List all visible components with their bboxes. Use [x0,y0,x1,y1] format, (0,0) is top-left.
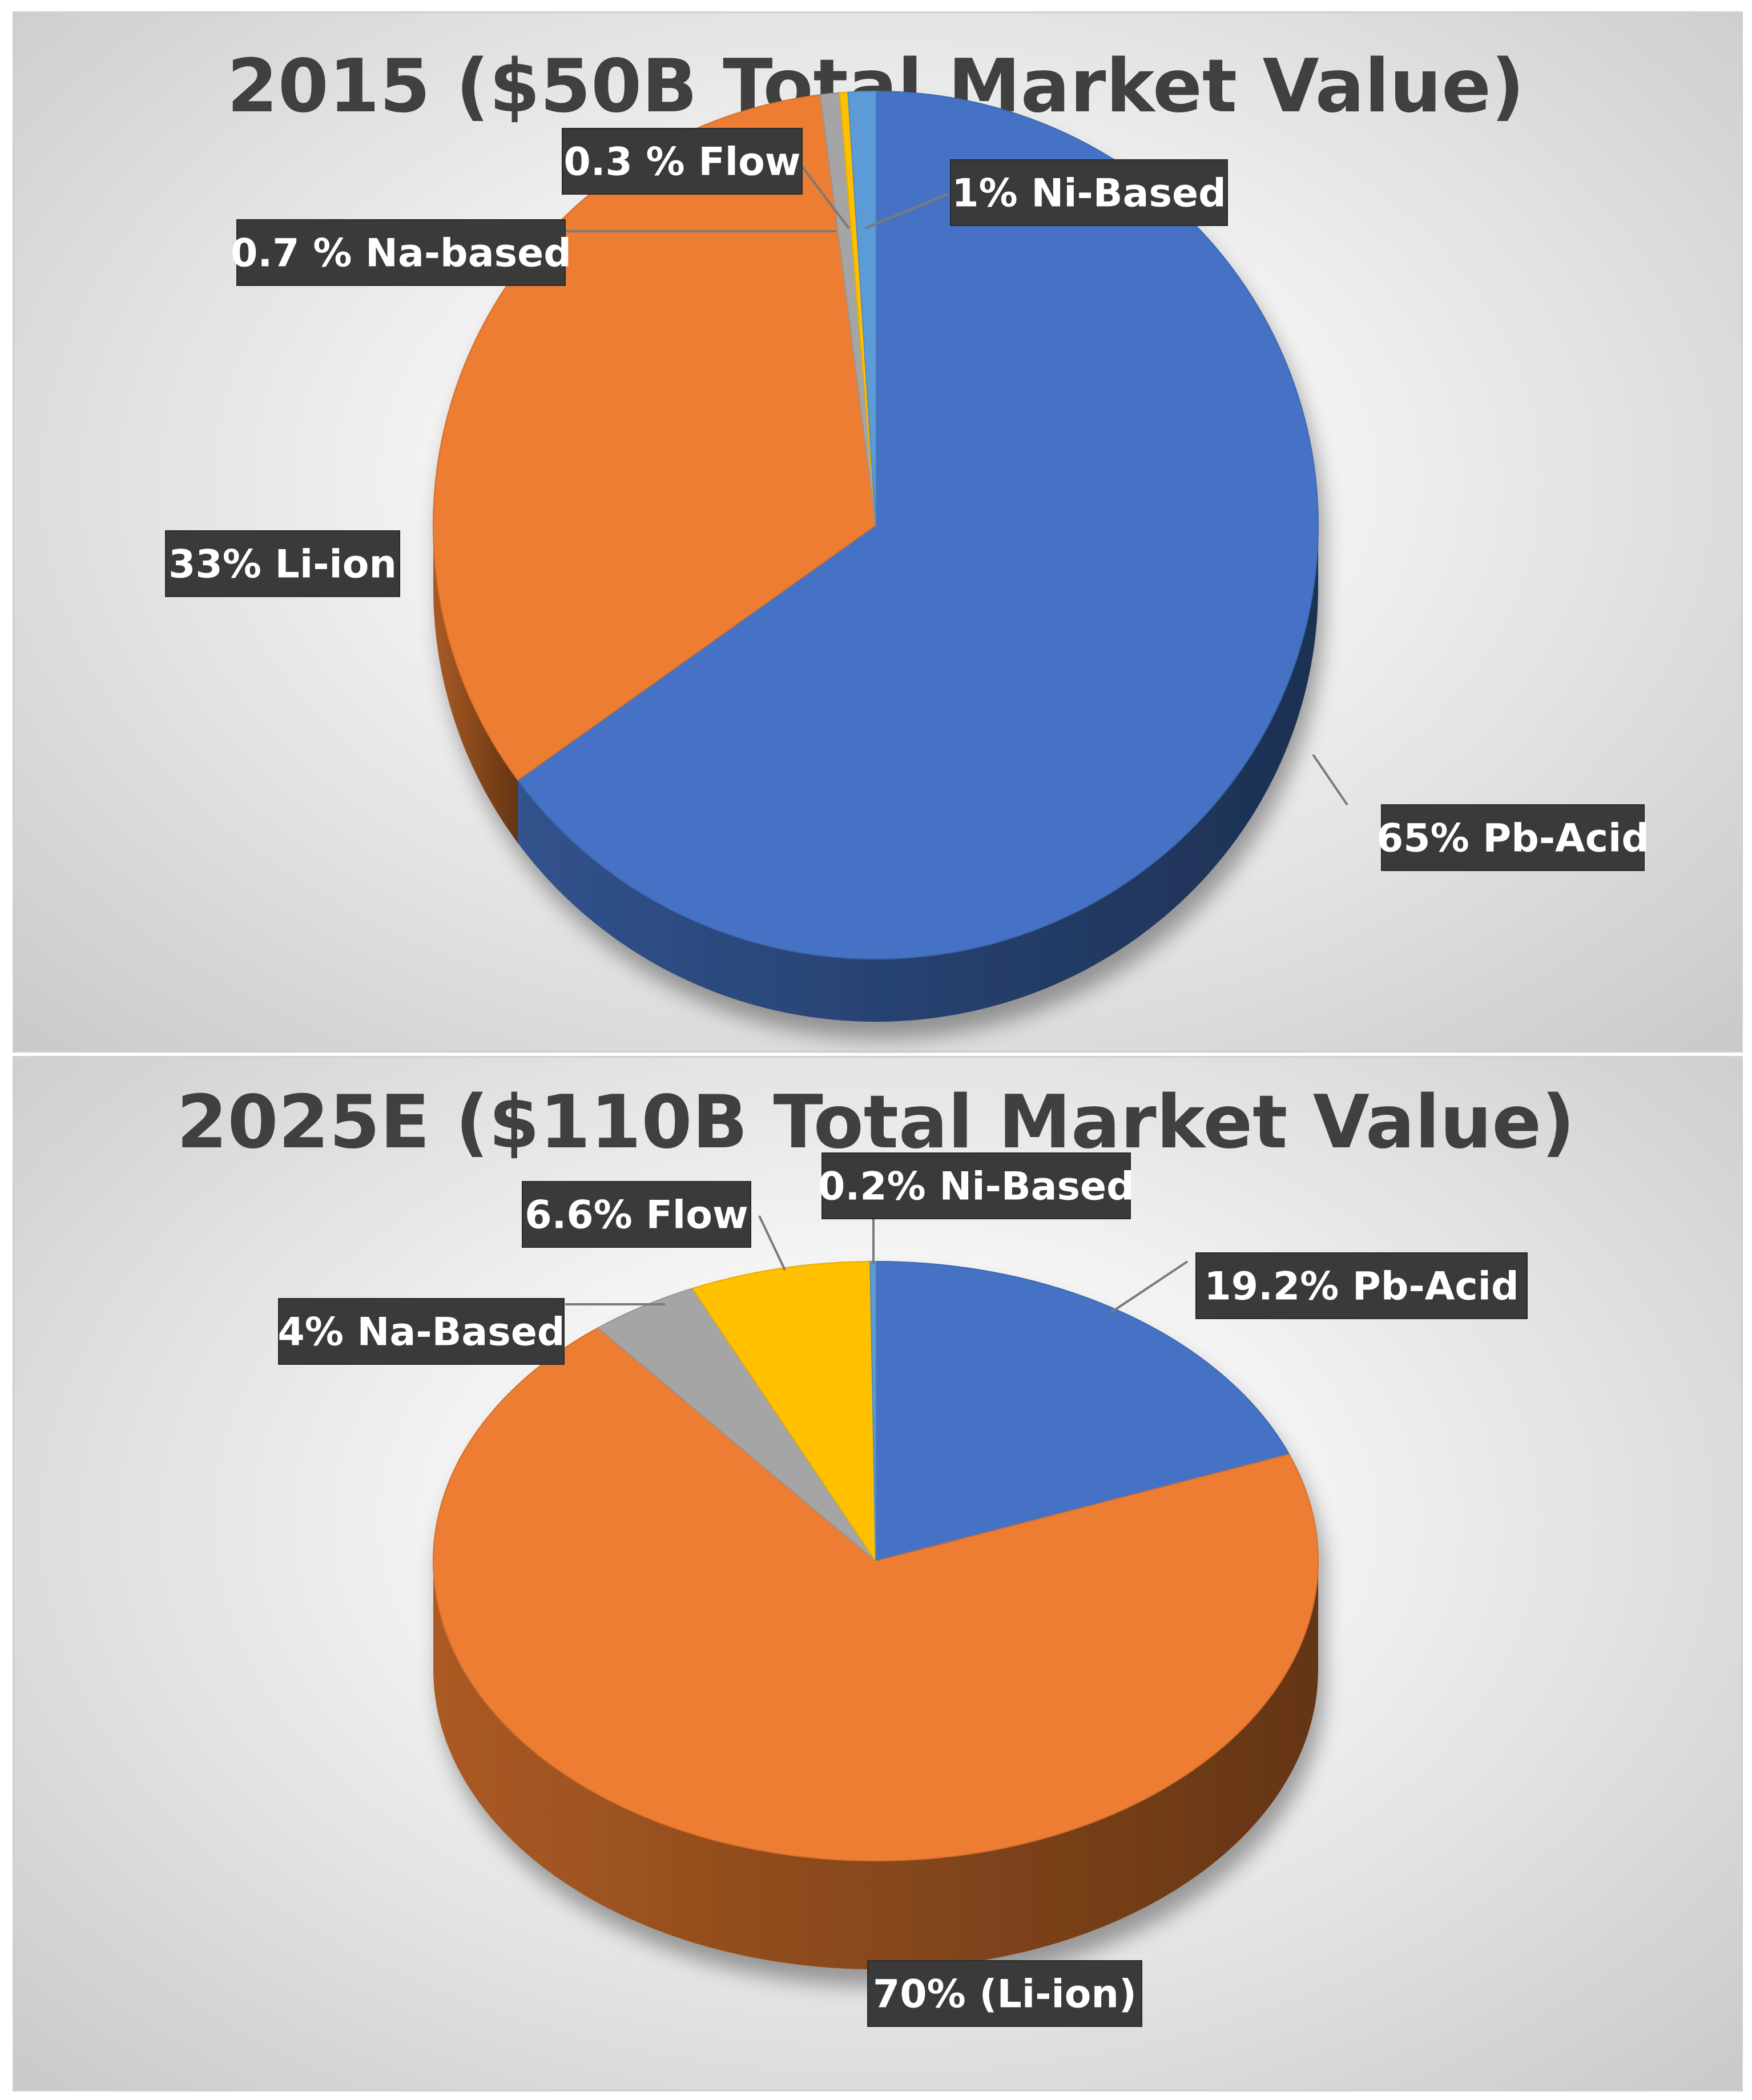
leader-line [1312,753,1348,806]
pie-side-li-ion [433,525,518,843]
data-label-text: 4% Na-Based [277,1310,565,1355]
data-label: 0.7 % Na-based [231,219,571,286]
data-label: 65% Pb-Acid [1376,804,1649,871]
data-label: 33% Li-ion [165,530,400,597]
pie-slice-na-based [597,1288,876,1562]
data-label: 0.2% Ni-Based [818,1152,1134,1219]
data-label-text: 1% Ni-Based [952,171,1226,216]
data-label-box [522,1181,751,1248]
pie-side-walls [433,525,1318,1022]
data-label: 19.2% Pb-Acid [1195,1252,1528,1319]
pie-side-li-ion [433,1561,1318,1969]
leader-line [1109,1260,1189,1314]
chart-title: 2025E ($110B Total Market Value) [176,1080,1574,1165]
pie-side-pb-acid [518,525,1318,1022]
data-label-text: 6.6% Flow [525,1193,748,1238]
data-label: 4% Na-Based [277,1298,565,1365]
pie-chart-2015: 2015 ($50B Total Market Value) 65% Pb-Ac… [165,44,1649,1022]
leader-line [798,162,850,229]
pie-labels: 65% Pb-Acid 33% Li-ion 0.7 % Na-based 0.3 %… [165,128,1649,871]
data-label-text: 0.7 % Na-based [231,231,571,276]
data-label-box [1381,804,1645,871]
pie-side-walls [433,1561,1318,1969]
data-label-box [165,530,400,597]
pie-slice-ni-based [847,90,876,526]
data-label-text: 65% Pb-Acid [1376,816,1649,861]
data-label-text: 70% (Li-ion) [873,1972,1137,2017]
data-label-text: 19.2% Pb-Acid [1204,1264,1519,1309]
data-label-box [236,219,566,286]
pie-body [433,1260,1319,1969]
data-label-box [867,1960,1142,2027]
data-label-text: 0.2% Ni-Based [818,1164,1134,1210]
data-label: 1% Ni-Based [950,159,1228,226]
pie-slice-flow [691,1261,877,1563]
data-label-box [278,1298,565,1365]
pie-body [433,90,1319,1022]
pie-slice-pb-acid [875,1260,1290,1562]
data-label-box [1195,1252,1528,1319]
data-label-text: 33% Li-ion [168,542,397,587]
data-label: 6.6% Flow [522,1181,751,1248]
data-label: 70% (Li-ion) [867,1960,1142,2027]
data-label: 0.3 % Flow [562,128,803,195]
data-label-box [821,1152,1131,1219]
data-label-text: 0.3 % Flow [563,140,800,185]
pie-labels: 19.2% Pb-Acid 70% (Li-ion) 4% Na-Based 6.6%… [277,1152,1528,2027]
pie-chart-2025e: 2025E ($110B Total Market Value) 19.2% P… [176,1080,1575,2027]
data-label-box [562,128,803,195]
leader-line [864,193,948,229]
leader-line [758,1215,786,1271]
data-label-box [950,159,1228,226]
pie-slice-li-ion [433,1327,1319,1861]
